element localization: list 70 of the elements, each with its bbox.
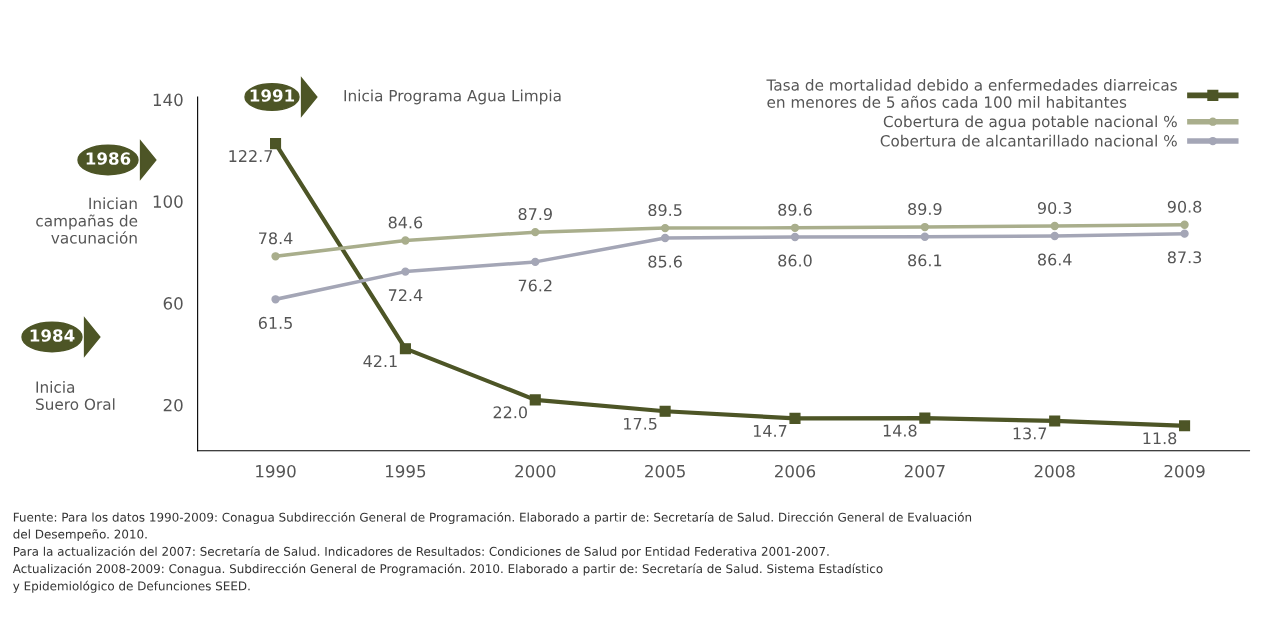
point: [271, 295, 280, 304]
data-label: 11.8: [1143, 432, 1177, 445]
point: [531, 257, 540, 267]
data-label: 87.3: [1167, 251, 1202, 264]
data-label: 86.4: [1038, 253, 1072, 266]
point: [1179, 420, 1191, 432]
data-label: 13.7: [1013, 427, 1047, 440]
data-label: 78.4: [259, 232, 293, 245]
point: [790, 232, 800, 242]
data-label: 72.4: [388, 289, 423, 301]
legend-label: Cobertura de alcantarillado nacional %: [880, 134, 1177, 147]
point: [269, 138, 282, 150]
annotation: Inicia Programa Agua Limpia: [344, 89, 561, 105]
data-label: 85.6: [648, 255, 682, 268]
x-tick-label: 2009: [1164, 464, 1205, 478]
data-label: 61.5: [258, 316, 292, 329]
data-label: 14.8: [883, 424, 917, 437]
point: [401, 236, 410, 245]
point: [919, 412, 931, 424]
x-tick-label: 1990: [256, 464, 296, 478]
y-tick-label: 20: [163, 398, 183, 412]
legend-label: Tasa de mortalidad debido a enfermedades diarreicas en menores de 5 años cada 100 mil habitantes: [766, 78, 1177, 108]
data-label: 89.9: [908, 202, 942, 216]
point: [271, 252, 280, 261]
point: [920, 232, 930, 241]
point: [1180, 220, 1189, 229]
y-tick-label: 140: [153, 93, 183, 107]
point: [531, 227, 540, 237]
x-tick-label: 2007: [904, 464, 945, 478]
point: [659, 405, 671, 417]
point: [789, 412, 801, 424]
text: 1984: [30, 329, 75, 342]
data-label: 89.5: [648, 203, 682, 217]
point: [399, 343, 411, 355]
point: [660, 233, 670, 243]
point: [401, 267, 410, 276]
point: [660, 223, 670, 233]
data-label: 90.8: [1167, 200, 1202, 213]
annotation: 1991: [250, 89, 295, 102]
x-tick-label: 2005: [645, 464, 685, 478]
data-label: 42.1: [363, 355, 397, 367]
x-tick-label: 2000: [515, 464, 556, 478]
data-label: 122.7: [229, 150, 273, 162]
y-tick-label: 60: [163, 297, 183, 310]
data-label: 86.0: [778, 254, 812, 267]
data-label: 87.9: [518, 208, 552, 221]
data-label: 86.1: [908, 254, 942, 267]
text: Inicia Suero Oral: [36, 381, 115, 410]
legend-label: Cobertura de agua potable nacional %: [883, 115, 1177, 131]
data-label: 22.0: [493, 406, 527, 419]
data-label: 17.5: [624, 417, 657, 430]
point: [1050, 231, 1059, 241]
data-label: 89.6: [778, 203, 812, 216]
point: [529, 394, 541, 406]
data-label: 90.3: [1037, 201, 1072, 215]
point: [920, 222, 930, 232]
data-label: 76.2: [518, 279, 552, 292]
text: 1986: [86, 152, 131, 165]
x-tick-label: 2008: [1034, 464, 1075, 478]
x-tick-label: 2006: [775, 464, 816, 478]
data-label: 14.7: [753, 425, 787, 437]
source-note: Fuente: Para los datos 1990-2009: Conagua Subdirección General de Programación. Elaborado a partir de: Secretaría de Salud. Dirección General de Evaluación del Desempeño. 2010. Para la actualización del 2007: Secretaría de Salud. Indicadores de Resultados: Condiciones de Salud por Entidad Federativa 2001-2007. Actualización 2008-2009: Conagua. Subdirección General de Programación. 2010. Elaborado a partir de: Secretaría de Salud. Sistema Estadístico y Epidemiológico de Defunciones SEED.: [12, 512, 972, 593]
point: [790, 223, 800, 232]
x-tick-label: 1995: [386, 464, 426, 478]
point: [1050, 221, 1059, 231]
text: Inician campañas de vacunación: [36, 197, 138, 244]
y-tick-label: 100: [153, 195, 183, 208]
data-label: 84.6: [388, 216, 423, 229]
point: [1049, 415, 1061, 427]
point: [1180, 229, 1189, 238]
